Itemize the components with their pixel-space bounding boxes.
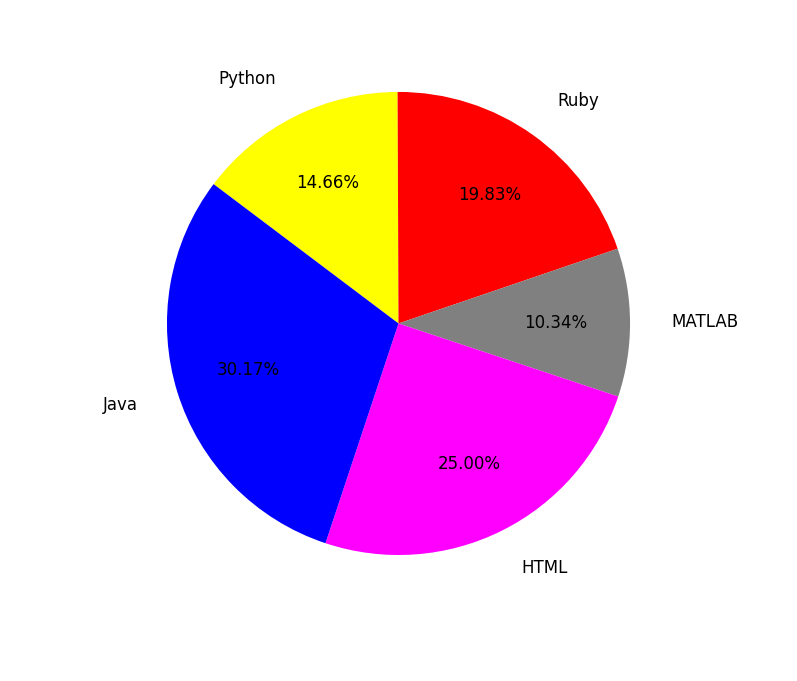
Text: Python: Python bbox=[218, 70, 276, 89]
Wedge shape bbox=[167, 184, 398, 543]
Text: 30.17%: 30.17% bbox=[217, 362, 280, 379]
Wedge shape bbox=[398, 249, 630, 396]
Text: 25.00%: 25.00% bbox=[438, 455, 501, 473]
Text: Ruby: Ruby bbox=[557, 92, 599, 110]
Text: HTML: HTML bbox=[521, 558, 567, 577]
Wedge shape bbox=[214, 92, 398, 323]
Wedge shape bbox=[398, 92, 618, 323]
Text: 14.66%: 14.66% bbox=[296, 174, 359, 192]
Text: 19.83%: 19.83% bbox=[458, 186, 521, 204]
Wedge shape bbox=[325, 323, 618, 555]
Text: MATLAB: MATLAB bbox=[672, 313, 739, 332]
Text: 10.34%: 10.34% bbox=[524, 314, 587, 332]
Text: Java: Java bbox=[103, 396, 138, 414]
